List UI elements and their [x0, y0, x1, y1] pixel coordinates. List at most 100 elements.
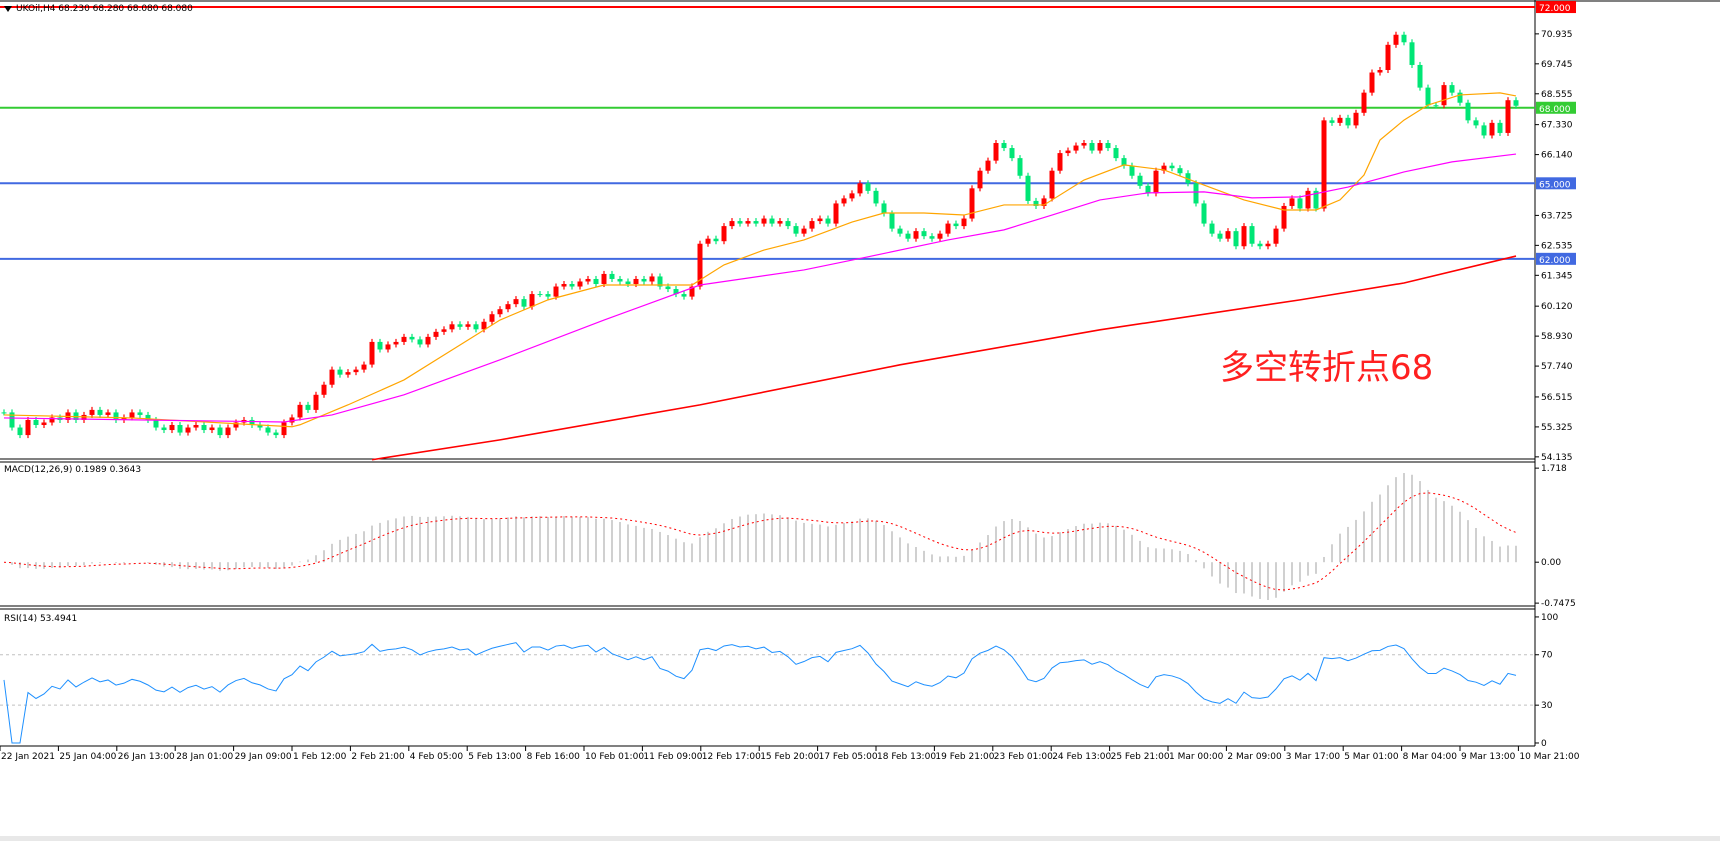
candle-body — [785, 221, 791, 227]
candle-body — [89, 409, 95, 415]
candle-body — [273, 432, 279, 436]
price-tag-bg — [1536, 101, 1576, 114]
price-tick-label: 56.515 — [1541, 393, 1573, 403]
price-tag-bg — [1536, 1, 1576, 14]
candle-body — [1233, 231, 1239, 247]
candle-body — [1041, 198, 1047, 206]
candle-body — [1505, 100, 1511, 133]
candle-body — [905, 233, 911, 239]
candle-body — [1329, 120, 1335, 123]
candle-body — [1025, 175, 1031, 201]
candle-body — [1185, 173, 1191, 184]
candle-body — [313, 394, 319, 410]
time-tick-label: 1 Feb 12:00 — [293, 752, 347, 762]
candle-body — [1081, 143, 1087, 146]
price-tick-label: 66.140 — [1541, 151, 1573, 161]
candle-body — [297, 404, 303, 418]
candle-body — [497, 309, 503, 315]
candle-body — [801, 228, 807, 234]
price-tag-bg — [1536, 177, 1576, 190]
time-tick-label: 24 Feb 13:00 — [1052, 752, 1111, 762]
candle-body — [1473, 120, 1479, 126]
candle-body — [1273, 228, 1279, 244]
candle-body — [1457, 92, 1463, 103]
candle-body — [433, 331, 439, 337]
candle-body — [537, 294, 543, 296]
candle-body — [657, 276, 663, 287]
candle-body — [113, 412, 119, 420]
candle-body — [185, 427, 191, 433]
time-tick-label: 8 Feb 16:00 — [527, 752, 581, 762]
rsi-line — [3, 642, 1517, 744]
candle-body — [145, 414, 151, 420]
time-tick-label: 23 Feb 01:00 — [994, 752, 1053, 762]
candle-body — [793, 226, 799, 234]
candle-body — [1417, 64, 1423, 88]
candle-body — [1209, 223, 1215, 234]
time-tick-label: 29 Jan 09:00 — [235, 752, 292, 762]
candle-body — [1097, 143, 1103, 151]
time-tick-label: 22 Jan 2021 — [1, 752, 55, 762]
candle-body — [753, 221, 759, 224]
candle-body — [129, 412, 135, 418]
price-tick-label: 58.930 — [1541, 332, 1573, 342]
candle-body — [929, 236, 935, 239]
macd-signal-line — [3, 492, 1517, 591]
moving-average-line — [371, 255, 1517, 461]
candle-body — [1409, 42, 1415, 65]
candle-body — [457, 324, 463, 327]
candle-body — [257, 425, 263, 428]
candle-body — [1257, 243, 1263, 247]
price-tag-label: 62.000 — [1539, 256, 1571, 266]
time-tick-label: 25 Jan 04:00 — [59, 752, 116, 762]
candle-body — [545, 294, 551, 297]
candle-body — [305, 404, 311, 410]
candle-body — [921, 231, 927, 237]
candle-body — [193, 425, 199, 428]
candle-body — [889, 213, 895, 229]
candle-body — [977, 170, 983, 189]
candle-body — [577, 281, 583, 287]
candle-body — [689, 286, 695, 297]
candle-body — [105, 412, 111, 415]
candle-body — [1121, 158, 1127, 166]
candle-body — [353, 369, 359, 373]
time-tick-label: 5 Feb 13:00 — [468, 752, 522, 762]
candle-body — [1401, 34, 1407, 43]
candle-body — [705, 238, 711, 244]
time-tick-label: 3 Mar 17:00 — [1286, 752, 1341, 762]
candle-body — [969, 188, 975, 219]
candle-body — [825, 218, 831, 224]
candle-body — [465, 324, 471, 327]
candle-body — [881, 203, 887, 214]
candle-body — [601, 273, 607, 285]
price-tick-label: 69.745 — [1541, 60, 1573, 70]
candle-body — [1369, 72, 1375, 93]
candle-body — [1105, 143, 1111, 149]
candle-body — [1425, 87, 1431, 106]
time-tick-label: 2 Mar 09:00 — [1227, 752, 1282, 762]
candle-body — [1513, 100, 1519, 106]
candle-body — [201, 425, 207, 431]
candle-body — [9, 412, 15, 428]
candle-body — [161, 427, 167, 431]
candle-body — [249, 419, 255, 426]
candle-body — [1153, 170, 1159, 194]
candle-body — [169, 425, 175, 431]
candle-body — [1289, 198, 1295, 206]
dropdown-triangle-icon[interactable] — [4, 5, 12, 12]
price-tag-label: 72.000 — [1539, 4, 1571, 14]
time-tick-label: 9 Mar 13:00 — [1461, 752, 1516, 762]
candle-body — [153, 419, 159, 428]
candle-body — [961, 218, 967, 227]
candle-body — [1033, 200, 1039, 206]
candle-body — [729, 221, 735, 227]
time-tick-label: 10 Feb 01:00 — [585, 752, 644, 762]
price-tick-label: 70.935 — [1541, 30, 1573, 40]
candle-body — [49, 417, 55, 423]
candle-body — [449, 324, 455, 330]
candle-body — [217, 427, 223, 436]
price-tag-label: 68.000 — [1539, 105, 1571, 115]
candle-body — [1241, 226, 1247, 247]
